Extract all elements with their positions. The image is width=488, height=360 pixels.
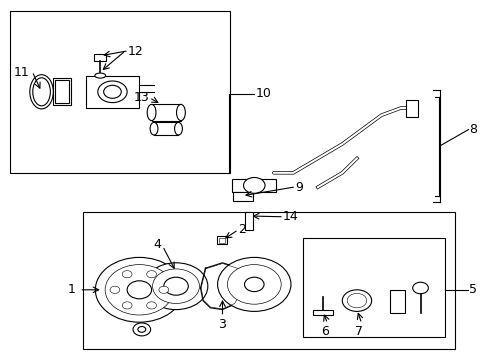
Bar (154, 122, 178, 135)
Ellipse shape (150, 122, 158, 135)
Bar (94, 54, 106, 61)
Text: 14: 14 (282, 210, 298, 223)
Circle shape (227, 265, 281, 304)
Circle shape (95, 257, 183, 322)
Text: 4: 4 (153, 238, 161, 251)
Bar (151, 104, 181, 121)
Text: 7: 7 (355, 325, 363, 338)
Bar (245, 212, 253, 230)
Bar (83, 212, 454, 349)
Circle shape (103, 85, 121, 98)
Ellipse shape (33, 78, 50, 106)
Circle shape (163, 277, 188, 295)
Bar (218, 238, 225, 243)
Circle shape (122, 302, 132, 309)
Bar (312, 310, 332, 315)
Bar (303, 238, 444, 337)
Circle shape (144, 263, 207, 310)
Circle shape (346, 293, 366, 308)
Text: 3: 3 (218, 318, 226, 330)
Text: 1: 1 (68, 283, 76, 296)
Circle shape (127, 281, 151, 299)
Ellipse shape (30, 75, 53, 109)
Bar (10, 11, 229, 173)
Circle shape (138, 327, 145, 332)
Circle shape (133, 323, 150, 336)
Circle shape (243, 177, 264, 193)
Circle shape (110, 286, 120, 293)
Circle shape (412, 282, 427, 294)
Circle shape (244, 277, 264, 292)
Circle shape (159, 286, 168, 293)
Circle shape (146, 302, 156, 309)
Circle shape (152, 269, 199, 303)
Circle shape (122, 271, 132, 278)
Text: 13: 13 (134, 91, 149, 104)
Text: 2: 2 (238, 223, 245, 236)
Text: 12: 12 (128, 45, 143, 58)
Text: 5: 5 (468, 283, 476, 296)
Ellipse shape (95, 73, 105, 78)
Bar (55, 80, 69, 103)
Bar (233, 192, 252, 201)
Circle shape (98, 81, 127, 103)
Circle shape (217, 257, 290, 311)
Circle shape (342, 290, 371, 311)
Text: 8: 8 (468, 123, 476, 136)
Circle shape (105, 265, 173, 315)
Bar (85, 76, 139, 108)
Bar (53, 78, 71, 105)
Text: 10: 10 (255, 87, 270, 100)
Ellipse shape (174, 122, 182, 135)
Ellipse shape (176, 104, 185, 121)
Ellipse shape (147, 104, 156, 121)
Bar (216, 236, 227, 244)
Bar (232, 179, 276, 192)
Bar (405, 100, 417, 117)
Bar (389, 290, 404, 313)
Text: 11: 11 (14, 66, 29, 78)
Circle shape (146, 271, 156, 278)
Text: 6: 6 (321, 325, 328, 338)
Text: 9: 9 (295, 181, 303, 194)
